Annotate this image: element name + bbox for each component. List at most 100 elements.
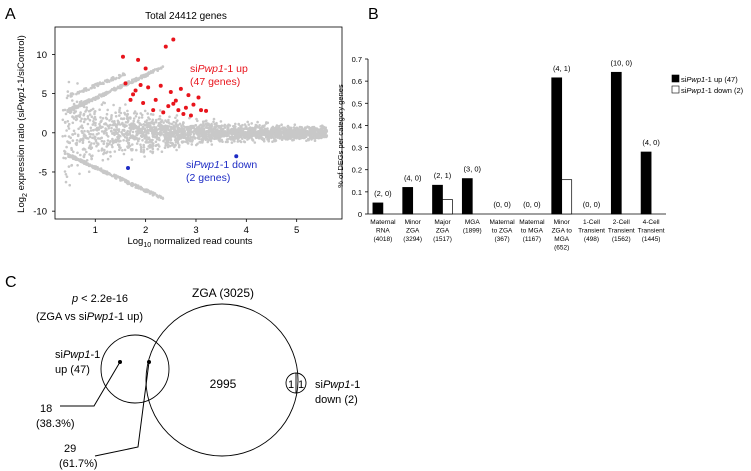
ma-gene-point [297,128,300,131]
ma-gene-point [111,120,114,123]
bar-category-label: Transient [608,228,635,235]
bar-count-label: (4, 0) [404,173,422,182]
ma-gene-point [149,139,153,143]
ma-gene-point [103,148,106,152]
ma-gene-point [311,129,314,132]
ma-gene-point [105,133,109,137]
ma-gene-point [132,117,136,120]
ma-gene-point [176,127,179,130]
ma-gene-point [283,134,286,138]
bar-category-label: 2-Cell [613,219,631,226]
bar-y-tick-label: 0.4 [352,121,362,130]
ma-gene-point [86,129,89,133]
ma-gene-point [300,135,304,138]
legend-label-up: siPwp1-1 up (47) [681,75,738,84]
ma-gene-point [95,126,99,130]
ma-gene-point [141,139,144,142]
ma-gene-point [71,115,74,118]
ma-gene-point [127,80,131,83]
ma-gene-point [113,86,116,90]
ma-gene-point [82,105,86,109]
bar-category-label: (498) [584,236,599,243]
ma-gene-point [69,155,73,158]
ma-gene-point [131,127,135,131]
bar-up [551,77,563,215]
ma-gene-point [162,133,165,137]
ma-gene-point [100,95,103,98]
ma-gene-point [298,137,301,140]
ma-gene-point [139,130,142,133]
ma-gene-point [200,133,204,137]
ma-gene-point [258,124,261,127]
ma-gene-point [174,138,178,142]
ma-gene-point [290,133,293,137]
ma-gene-point [90,164,94,167]
ma-gene-point [104,116,108,120]
ma-gene-point [117,76,121,80]
ma-gene-point [224,126,227,129]
ma-gene-point [76,151,79,155]
ma-gene-point [275,126,279,130]
ma-gene-point [148,126,152,130]
ma-gene-point [271,140,274,143]
ma-gene-point [147,131,150,135]
ma-gene-point [219,120,223,123]
ma-gene-point [169,129,172,133]
ma-gene-point [155,194,159,197]
ma-gene-point [142,146,146,149]
ma-gene-point [126,141,130,145]
ma-gene-point [153,192,157,195]
ma-gene-point [173,131,176,134]
ma-gene-point [151,151,154,155]
ma-gene-point [88,132,91,136]
down-set-label: siPwp1-1 [315,379,360,391]
ma-gene-point [236,132,239,135]
ma-gene-point [69,136,72,140]
ma-gene-point [126,146,130,149]
ma-gene-point [146,74,149,77]
bar-up [372,202,384,215]
ma-gene-point [174,116,177,120]
ma-gene-point [67,127,71,130]
ma-gene-point [252,132,256,136]
ma-gene-point [123,133,126,136]
ma-gene-point [74,115,77,119]
ma-gene-point [220,124,224,127]
ma-y-tick-label: 0 [42,128,47,139]
ma-gene-point [208,135,211,139]
down-set-count: down (2) [315,394,358,406]
bar-category-label: Minor [554,219,571,226]
ma-gene-point [85,100,88,103]
ma-up-point [146,85,151,90]
ma-gene-point [103,101,106,105]
ma-gene-point [171,143,175,147]
ma-gene-point [190,130,193,133]
ma-gene-point [201,124,204,128]
ma-gene-point [66,94,70,97]
ma-gene-point [158,115,162,118]
ma-gene-point [139,150,143,153]
ma-gene-point [84,136,87,139]
ma-gene-point [67,125,70,128]
ma-gene-point [188,132,192,135]
ma-gene-point [127,180,130,183]
ma-gene-point [68,183,71,187]
ma-gene-point [198,140,201,144]
ma-gene-point [162,121,165,124]
ma-gene-point [71,156,75,159]
ma-gene-point [215,124,218,127]
ma-gene-point [208,128,212,131]
bar-category-label: (1167) [523,236,541,243]
ma-x-axis: 1 2 3 4 5 [93,219,299,236]
ma-gene-point [169,137,172,140]
ma-gene-point [254,123,258,127]
ma-gene-point [239,129,242,133]
ma-gene-point [65,129,68,132]
ma-gene-point [143,109,147,113]
ma-gene-point [100,139,104,143]
ma-gene-point [135,125,138,129]
ma-gene-point [277,126,281,130]
ma-gene-point [139,143,142,146]
ma-gene-point [131,134,134,137]
ma-gene-point [106,139,110,142]
